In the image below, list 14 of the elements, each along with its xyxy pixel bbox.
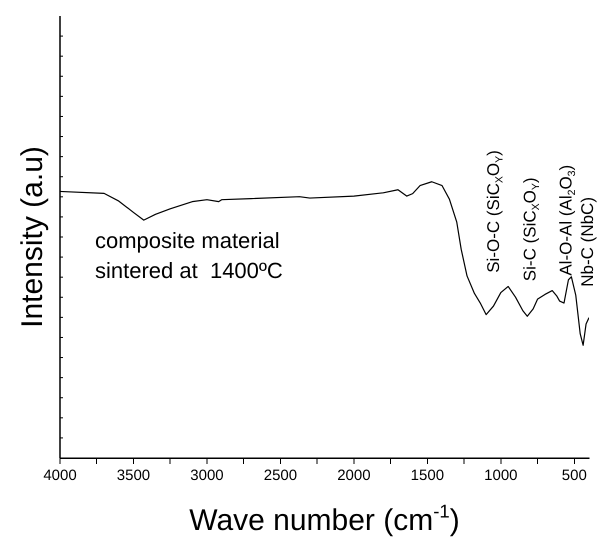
x-tick-label: 3000 [190, 467, 224, 484]
x-tick-label: 1500 [410, 467, 444, 484]
annotation: Si-C (SiCXOY) [520, 177, 542, 282]
x-tick-label: 3500 [116, 467, 150, 484]
annotation: Nb-C (NbC) [578, 196, 597, 287]
x-tick-label: 4000 [43, 467, 77, 484]
x-tick-label: 2500 [264, 467, 298, 484]
x-tick-label: 1000 [484, 467, 518, 484]
annotation: Al-O-Al (Al2O3) [556, 164, 578, 276]
x-tick-label: 2000 [337, 467, 371, 484]
annotation: composite material sintered at 1400ºC [95, 228, 283, 283]
annotation: Si-O-C (SiCXOY) [484, 150, 506, 273]
x-tick-label: 500 [562, 467, 587, 484]
y-axis-title: Intensity (a.u) [16, 146, 49, 328]
